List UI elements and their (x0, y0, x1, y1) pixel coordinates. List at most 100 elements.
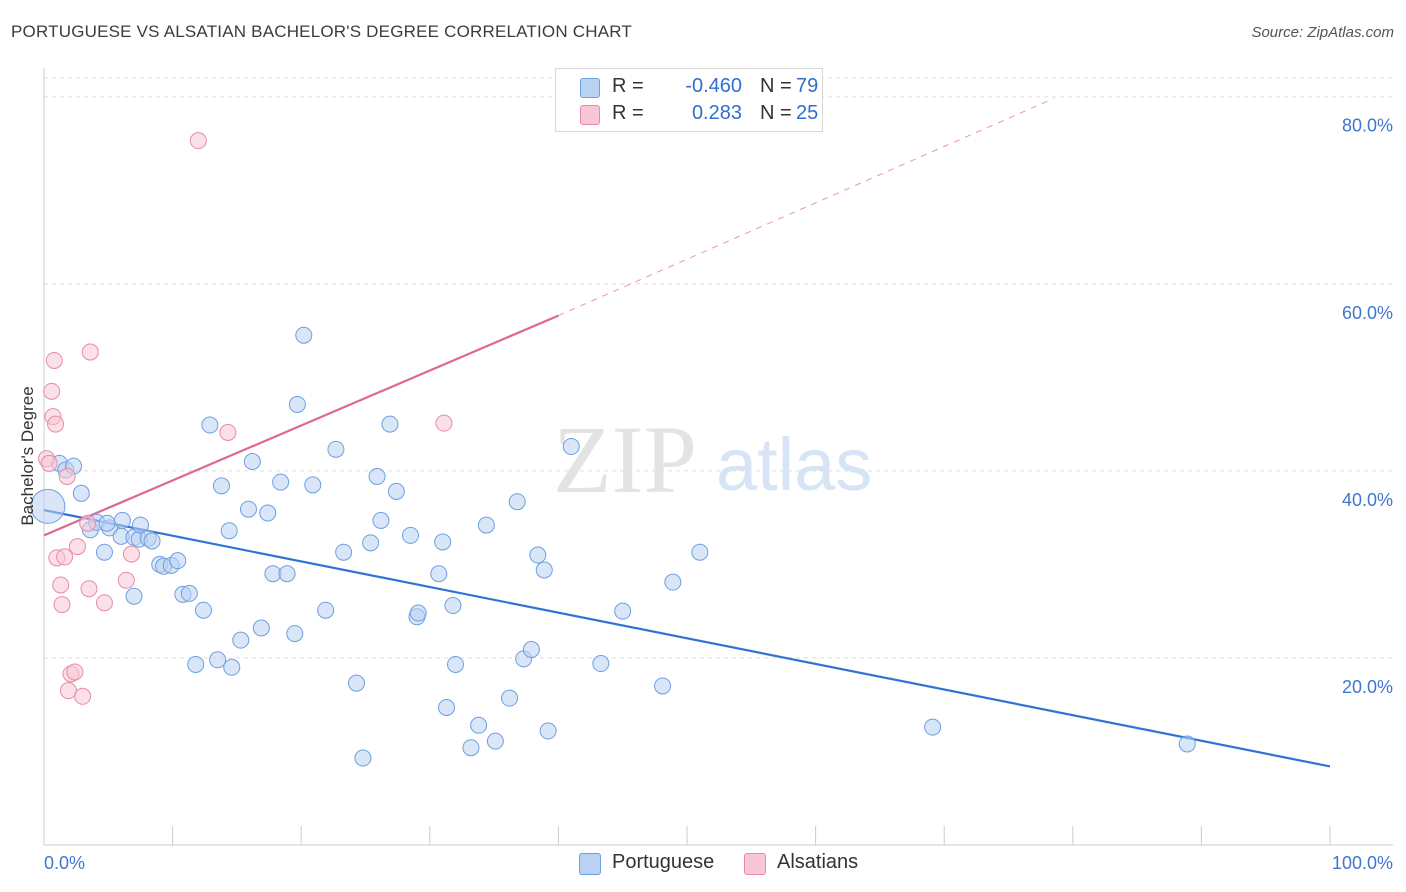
data-point-portuguese (180, 584, 198, 602)
data-point-portuguese (522, 641, 540, 659)
data-point-portuguese (664, 573, 682, 591)
data-point-alsatians (74, 687, 92, 705)
y-tick-label: 80.0% (1342, 116, 1393, 136)
data-point-portuguese (232, 631, 250, 649)
series-swatch-portuguese (579, 853, 601, 875)
grid-layer (44, 77, 1393, 659)
correlation-legend: R = -0.460 N = 79 R = 0.283 N = 25 (555, 68, 823, 132)
data-point-portuguese (72, 484, 90, 502)
data-point-alsatians (435, 414, 453, 432)
series-legend-label: Portuguese (612, 851, 715, 873)
data-point-alsatians (59, 682, 77, 700)
data-point-portuguese (220, 522, 238, 540)
data-point-portuguese (143, 532, 161, 550)
data-point-alsatians (95, 594, 113, 612)
watermark: ZIP atlas (553, 406, 872, 513)
watermark-zip: ZIP (553, 406, 697, 513)
data-point-portuguese (113, 511, 131, 529)
legend-r-value: -0.460 (685, 75, 742, 97)
data-point-portuguese (592, 655, 610, 673)
data-point-portuguese (131, 516, 149, 534)
point-layer (30, 132, 1196, 767)
x-tick-label: 0.0% (44, 853, 85, 873)
series-swatch-alsatians (744, 853, 766, 875)
data-point-portuguese (924, 718, 942, 736)
data-point-portuguese (562, 438, 580, 456)
chart-title: PORTUGUESE VS ALSATIAN BACHELOR'S DEGREE… (11, 22, 633, 41)
data-point-portuguese (187, 655, 205, 673)
data-point-alsatians (43, 382, 61, 400)
data-point-portuguese (295, 326, 313, 344)
data-point-portuguese (264, 565, 282, 583)
y-tick-label: 20.0% (1342, 677, 1393, 697)
data-point-alsatians (53, 596, 71, 614)
trendline-portuguese (43, 509, 1331, 768)
data-point-portuguese (209, 651, 227, 669)
label-layer: 20.0% 40.0% 60.0% 80.0% 0.0% 100.0% Bachelor's… (18, 116, 1393, 873)
data-point-portuguese (691, 543, 709, 561)
data-point-portuguese (347, 674, 365, 692)
data-point-portuguese (368, 467, 386, 485)
data-point-portuguese (98, 514, 116, 532)
data-point-portuguese (317, 601, 335, 619)
data-point-portuguese (539, 722, 557, 740)
data-point-portuguese (212, 477, 230, 495)
axis-layer (43, 68, 1393, 846)
data-point-alsatians (189, 132, 207, 150)
data-point-portuguese (30, 488, 66, 524)
legend-n-label: N = (760, 75, 792, 97)
data-point-portuguese (477, 516, 495, 534)
data-point-portuguese (288, 395, 306, 413)
legend-swatch-alsatians (580, 105, 600, 125)
data-point-portuguese (169, 552, 187, 570)
data-point-portuguese (529, 546, 547, 564)
data-point-alsatians (52, 576, 70, 594)
data-point-portuguese (462, 739, 480, 757)
data-point-portuguese (372, 511, 390, 529)
data-point-portuguese (654, 677, 672, 695)
data-point-portuguese (259, 504, 277, 522)
legend-n-value: 25 (796, 102, 819, 124)
legend-r-value: 0.283 (691, 102, 742, 124)
data-point-portuguese (434, 533, 452, 551)
data-point-portuguese (272, 473, 290, 491)
data-point-portuguese (470, 716, 488, 734)
legend-r-label: R = (612, 75, 644, 97)
data-point-portuguese (278, 565, 296, 583)
data-point-portuguese (362, 534, 380, 552)
data-point-portuguese (430, 565, 448, 583)
data-point-portuguese (501, 689, 519, 707)
legend-n-label: N = (760, 102, 792, 124)
data-point-portuguese (243, 453, 261, 470)
data-point-portuguese (95, 543, 113, 561)
data-point-alsatians (122, 545, 140, 563)
watermark-atlas: atlas (716, 423, 872, 506)
y-axis-label: Bachelor's Degree (18, 386, 37, 525)
data-point-alsatians (79, 514, 97, 532)
data-point-portuguese (201, 416, 219, 434)
data-point-portuguese (1178, 735, 1196, 753)
data-point-portuguese (194, 601, 212, 619)
data-point-portuguese (125, 587, 143, 605)
data-point-alsatians (68, 538, 86, 556)
data-point-portuguese (387, 482, 405, 500)
data-point-portuguese (327, 440, 345, 458)
data-point-alsatians (58, 467, 76, 485)
data-point-portuguese (444, 597, 462, 615)
data-point-portuguese (535, 561, 553, 579)
data-point-portuguese (335, 543, 353, 561)
data-point-alsatians (81, 343, 99, 361)
data-point-portuguese (354, 749, 372, 767)
data-point-portuguese (252, 619, 270, 637)
data-point-portuguese (381, 415, 399, 433)
y-tick-label: 40.0% (1342, 490, 1393, 510)
data-point-portuguese (239, 500, 257, 518)
data-point-portuguese (223, 658, 241, 676)
data-point-portuguese (304, 476, 322, 494)
data-point-alsatians (66, 663, 84, 681)
data-point-alsatians (80, 580, 98, 598)
data-point-portuguese (438, 699, 456, 717)
data-point-portuguese (409, 604, 427, 622)
data-point-portuguese (614, 602, 632, 620)
